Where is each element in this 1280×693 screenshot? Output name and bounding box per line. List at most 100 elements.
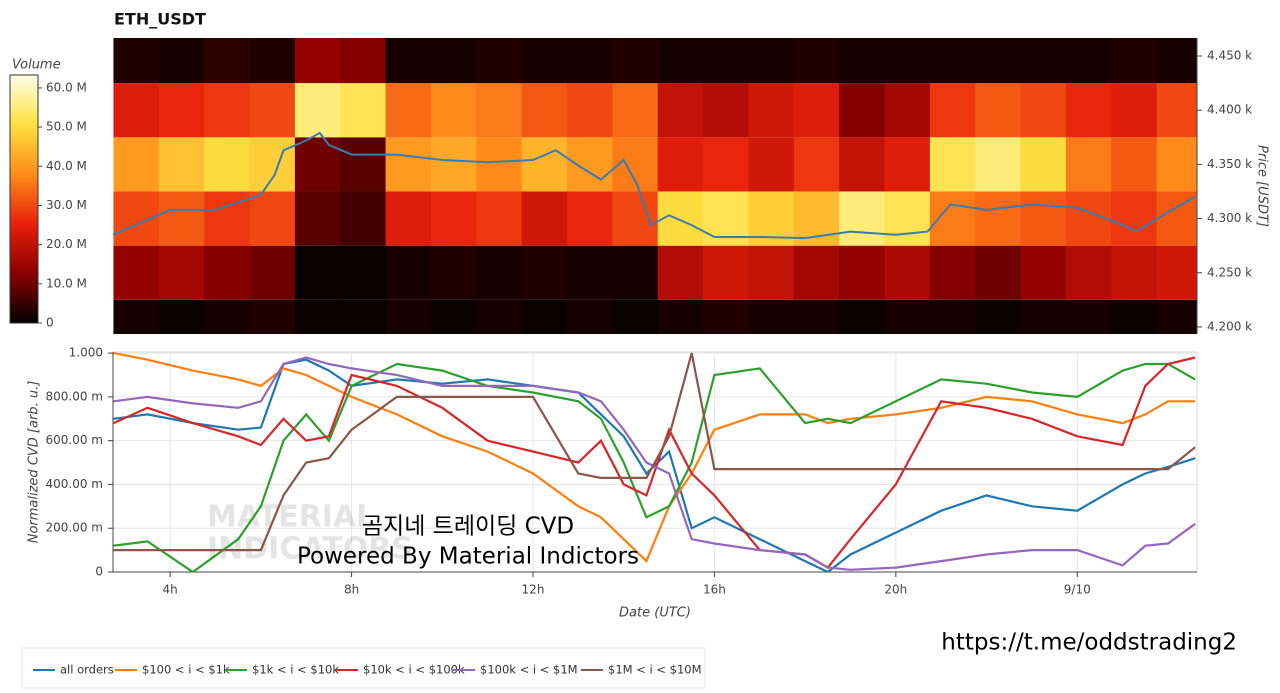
heatmap-cell — [385, 245, 432, 300]
heatmap-cell — [703, 83, 749, 138]
heatmap-cell — [113, 137, 160, 192]
x-tick-label: 8h — [344, 583, 359, 597]
x-axis-label: Date (UTC) — [619, 606, 691, 621]
colorbar-tick-label: 20.0 M — [46, 237, 87, 251]
heatmap-cell — [567, 38, 613, 84]
heatmap-cell — [839, 38, 885, 84]
heatmap-cell — [975, 245, 1022, 300]
heatmap-cell — [975, 38, 1022, 84]
heatmap-cell — [249, 299, 296, 334]
y-tick-label: 4.350 k — [1207, 157, 1252, 171]
heatmap-cell — [929, 83, 976, 138]
annotation: Powered By Material Indictors — [297, 544, 639, 570]
heatmap-cell — [521, 137, 568, 192]
heatmap-cell — [340, 137, 387, 192]
heatmap-cell — [793, 38, 840, 84]
heatmap-cell — [657, 245, 704, 300]
heatmap-cell — [476, 137, 523, 192]
chart-title: ETH_USDT — [114, 10, 206, 29]
heatmap-cell — [975, 137, 1022, 192]
heatmap-cell — [748, 38, 795, 84]
legend-label: $10k < i < $100k — [363, 663, 465, 677]
heatmap-cell — [839, 299, 885, 334]
heatmap-cell — [340, 299, 387, 334]
plot-layer: 4.200 k 4.250 k 4.300 k 4.350 k 4.400 k 4.450… — [9, 38, 1252, 677]
heatmap-cell — [1156, 245, 1197, 300]
x-tick-label: 9/10 — [1064, 583, 1091, 597]
x-tick-label: 16h — [703, 583, 726, 597]
heatmap-cell — [884, 83, 931, 138]
heatmap-cell — [249, 38, 296, 84]
heatmap-cell — [1156, 137, 1197, 192]
heatmap-cell — [430, 191, 477, 246]
heatmap-cell — [793, 137, 840, 192]
heatmap-cell — [340, 191, 387, 246]
colorbar-title: Volume — [12, 58, 61, 73]
y-tick-label: 800.00 m — [46, 389, 104, 403]
heatmap-cell — [657, 191, 704, 246]
heatmap-cell — [294, 299, 341, 334]
y-tick-label: 0 — [95, 565, 103, 579]
y-tick-label: 4.400 k — [1207, 103, 1252, 117]
heatmap-cell — [612, 83, 659, 138]
heatmap-cell — [1156, 38, 1197, 84]
heatmap-cell — [340, 245, 387, 300]
series-line — [113, 356, 1196, 571]
heatmap-cell — [612, 38, 659, 84]
y-tick-label: 4.300 k — [1207, 211, 1252, 225]
series-line — [113, 356, 1196, 570]
legend-label: $1M < i < $10M — [608, 663, 702, 677]
heatmap-cell — [1020, 137, 1067, 192]
colorbar-tick-label: 30.0 M — [46, 198, 87, 212]
heatmap-cell — [657, 137, 704, 192]
heatmap-cell — [748, 137, 795, 192]
y-tick-label: 200.00 m — [46, 521, 104, 535]
heatmap-cell — [657, 299, 704, 334]
x-tick-label: 20h — [884, 583, 907, 597]
y-tick-label: 1.000 — [69, 346, 103, 360]
heatmap-cell — [385, 191, 432, 246]
heatmap-cell — [1065, 38, 1112, 84]
y-axis-label: Price [USDT] — [1255, 145, 1270, 227]
heatmap-cell — [929, 191, 976, 246]
heatmap-cell — [1020, 299, 1067, 334]
watermark: MATERIAL — [207, 500, 375, 535]
heatmap-cell — [340, 38, 387, 84]
heatmap-cell — [385, 83, 432, 138]
heatmap-cell — [521, 38, 568, 84]
heatmap-cell — [430, 83, 477, 138]
heatmap-cell — [703, 299, 749, 334]
heatmap-cell — [476, 299, 523, 334]
heatmap-cell — [884, 137, 931, 192]
heatmap-cell — [975, 83, 1022, 138]
heatmap-cell — [929, 299, 976, 334]
heatmap-cell — [385, 299, 432, 334]
heatmap-cell — [884, 245, 931, 300]
heatmap-cell — [1020, 245, 1067, 300]
heatmap-cell — [294, 83, 341, 138]
x-tick-label: 4h — [163, 583, 178, 597]
heatmap-cell — [1065, 83, 1112, 138]
heatmap-cell — [884, 191, 931, 246]
heatmap-cell — [1111, 245, 1158, 300]
heatmap-cell — [975, 191, 1022, 246]
heatmap-cell — [884, 299, 931, 334]
legend-box — [21, 647, 706, 689]
heatmap-cell — [839, 83, 885, 138]
heatmap-cell — [929, 38, 976, 84]
heatmap-cell — [975, 299, 1022, 334]
heatmap-cell — [476, 245, 523, 300]
x-tick-label: 12h — [522, 583, 545, 597]
heatmap-cell — [929, 245, 976, 300]
heatmap-cell — [158, 38, 205, 84]
annotation: https://t.me/oddstrading2 — [941, 630, 1237, 656]
heatmap-cell — [249, 83, 296, 138]
legend-label: $100k < i < $1M — [480, 663, 578, 677]
heatmap-cell — [521, 299, 568, 334]
heatmap-cell — [430, 38, 477, 84]
heatmap-cell — [430, 245, 477, 300]
heatmap-cell — [793, 299, 840, 334]
heatmap-cell — [385, 137, 432, 192]
heatmap-cell — [521, 245, 568, 300]
heatmap-cell — [1111, 137, 1158, 192]
